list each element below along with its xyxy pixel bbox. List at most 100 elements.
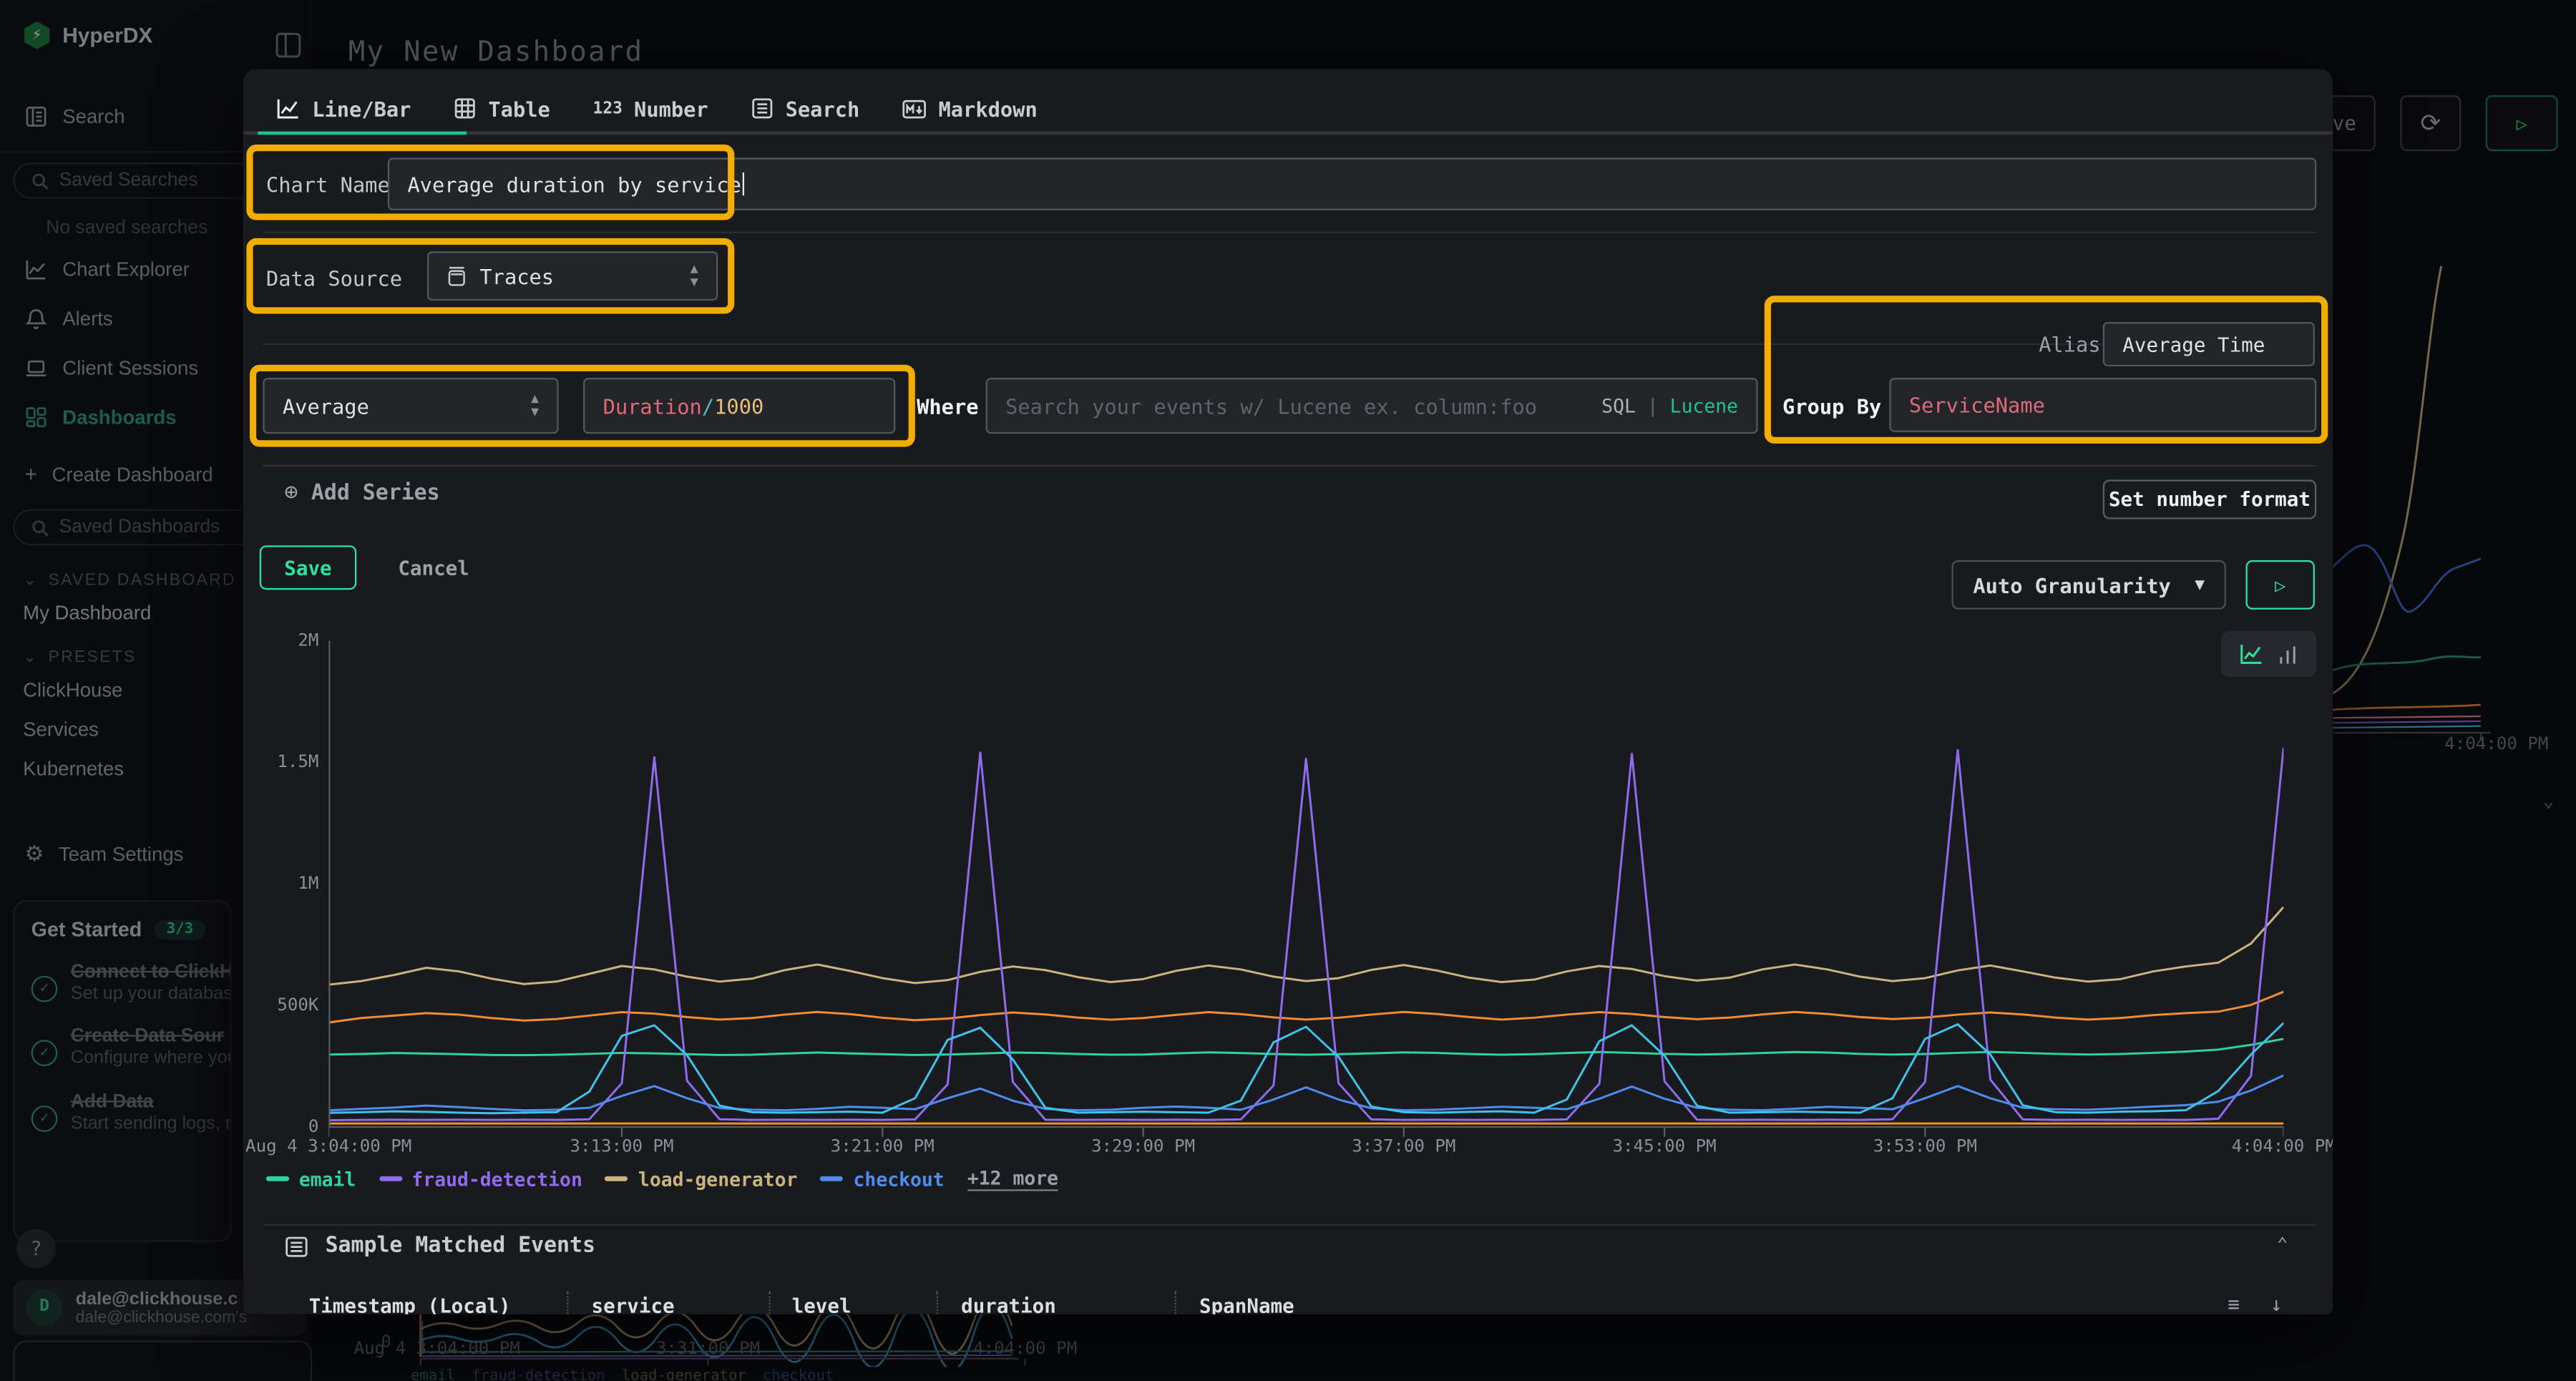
get-started-item[interactable]: ✓ Connect to ClickHouse Set up your data…: [31, 962, 230, 1005]
data-source-label: Data Source: [265, 265, 403, 291]
background-chart-x-tick: 3:31:00 PM: [655, 1339, 761, 1359]
legend-item-load-generator[interactable]: load-generator: [605, 1167, 797, 1190]
get-started-item-title: Create Data Sour: [70, 1027, 224, 1048]
x-axis-tick-label: Aug 4 3:04:00 PM: [245, 1136, 412, 1157]
presets-section[interactable]: ⌄ PRESETS: [0, 633, 312, 670]
chevrons-updown-icon: ▲ ▼: [690, 261, 698, 290]
magnifier-icon: [32, 172, 49, 190]
sql-option[interactable]: SQL: [1601, 394, 1636, 418]
column-header-level[interactable]: level: [791, 1294, 852, 1314]
tab-markdown[interactable]: Markdown: [902, 85, 1038, 131]
get-started-item[interactable]: ✓ Add Data Start sending logs, metrics, …: [31, 1092, 230, 1135]
check-circle-icon: ✓: [31, 975, 58, 1002]
column-header-service[interactable]: service: [591, 1294, 675, 1314]
save-button[interactable]: Save: [259, 545, 357, 590]
column-header-spanname[interactable]: SpanName: [1199, 1294, 1294, 1314]
chevrons-updown-icon: ▲ ▼: [530, 391, 540, 419]
legend-item-fraud-detection[interactable]: fraud-detection: [379, 1167, 582, 1190]
brand-logo[interactable]: ⚡ HyperDX: [0, 0, 312, 49]
saved-dashboards-section-label: SAVED DASHBOARD: [48, 571, 236, 590]
where-search-input[interactable]: Search your events w/ Lucene ex. column:…: [985, 378, 1758, 434]
table-icon: [454, 97, 477, 119]
text-cursor: [743, 172, 745, 196]
y-axis-tick-label: 0: [308, 1117, 319, 1137]
sidebar-item-team-settings[interactable]: ⚙ Team Settings: [0, 828, 312, 880]
column-header-duration[interactable]: duration: [961, 1294, 1056, 1314]
legend-item-checkout[interactable]: checkout: [820, 1167, 945, 1190]
tab-line-bar[interactable]: Line/Bar: [276, 85, 411, 131]
sidebar-item-search[interactable]: Search: [0, 92, 312, 142]
y-axis-ticks: 2M 1.5M 1M 500K 0: [243, 631, 319, 1137]
background-chart-right-fragment: [2333, 265, 2491, 741]
legend-swatch: [379, 1176, 402, 1181]
add-series-button[interactable]: ⊕ Add Series: [284, 479, 439, 506]
create-dashboard-label: Create Dashboard: [52, 462, 213, 486]
legend-item-email[interactable]: email: [265, 1167, 356, 1190]
page-title: My New Dashboard: [348, 36, 644, 69]
run-query-button[interactable]: ▷: [2245, 560, 2315, 610]
filter-icon[interactable]: ≡: [2228, 1292, 2240, 1314]
legend-label: email: [410, 1368, 456, 1381]
sidebar-collapse-button[interactable]: [274, 31, 302, 66]
legend-label: load-generator: [621, 1368, 746, 1381]
chart-name-input[interactable]: Average duration by service: [387, 157, 2317, 210]
sidebar-item-chart-explorer[interactable]: Chart Explorer: [0, 245, 312, 294]
saved-dashboards-section[interactable]: ⌄ SAVED DASHBOARD: [0, 555, 312, 593]
granularity-select[interactable]: Auto Granularity ▼: [1951, 560, 2226, 610]
sidebar-footer-box: [13, 1340, 313, 1381]
where-placeholder: Search your events w/ Lucene ex. column:…: [1005, 393, 1538, 419]
brand-name: HyperDX: [62, 23, 153, 48]
where-label: Where: [917, 394, 979, 419]
x-axis-tick-label: 3:29:00 PM: [1091, 1136, 1196, 1157]
data-source-select[interactable]: Traces ▲ ▼: [426, 251, 718, 301]
background-chart-legend: email fraud-detection load-generator che…: [411, 1368, 834, 1381]
tab-table[interactable]: Table: [454, 85, 550, 131]
sidebar-item-alerts[interactable]: Alerts: [0, 294, 312, 343]
chevron-down-icon: ⌄: [23, 648, 39, 668]
dashboard-run-button: ▷: [2485, 95, 2558, 152]
saved-dashboards-input[interactable]: Saved Dashboards: [13, 509, 293, 546]
collapse-chevron-icon[interactable]: ⌃: [2277, 1234, 2288, 1256]
download-icon[interactable]: ↓: [2270, 1292, 2283, 1314]
field-expression-input[interactable]: Duration/1000: [583, 378, 896, 434]
sidebar-item-dashboards[interactable]: Dashboards: [0, 393, 312, 442]
magnifier-icon: [32, 519, 49, 536]
legend-label: checkout: [762, 1368, 834, 1381]
sidebar-item-services[interactable]: Services: [23, 718, 99, 741]
circle-plus-icon: ⊕: [284, 479, 298, 507]
column-header-timestamp[interactable]: Timestamp (Local): [308, 1294, 511, 1314]
legend-label: load-generator: [638, 1167, 798, 1191]
aggregation-select[interactable]: Average ▲ ▼: [263, 378, 559, 434]
cancel-button[interactable]: Cancel: [384, 545, 483, 590]
tab-label: Number: [634, 96, 708, 121]
section-divider: [263, 1224, 2317, 1226]
sidebar-item-my-dashboard[interactable]: My Dashboard: [23, 601, 152, 625]
help-button[interactable]: ?: [16, 1229, 57, 1269]
get-started-item[interactable]: ✓ Create Data Sour Configure where your …: [31, 1028, 230, 1070]
panel-collapse-icon: [275, 32, 301, 58]
query-language-toggle[interactable]: SQL | Lucene: [1601, 394, 1738, 417]
duration-chart[interactable]: [328, 640, 2285, 1140]
chevron-down-icon: ▼: [2195, 575, 2205, 594]
lucene-option[interactable]: Lucene: [1669, 394, 1739, 418]
tab-search[interactable]: Search: [751, 85, 859, 131]
check-circle-icon: ✓: [31, 1105, 58, 1131]
data-source-value: Traces: [479, 263, 555, 288]
sidebar-item-client-sessions[interactable]: Client Sessions: [0, 343, 312, 393]
create-dashboard-button[interactable]: + Create Dashboard: [0, 442, 312, 499]
tab-label: Table: [488, 96, 550, 121]
alias-input[interactable]: Average Time: [2102, 321, 2315, 366]
tab-number[interactable]: 123 Number: [592, 85, 708, 131]
sidebar-item-label: Search: [62, 104, 125, 129]
chart-style-toggle[interactable]: [2221, 630, 2317, 677]
set-number-format-button[interactable]: Set number format: [2102, 479, 2317, 519]
x-axis-tick-label: 3:37:00 PM: [1352, 1136, 1456, 1157]
saved-searches-input[interactable]: Saved Searches: [13, 162, 293, 199]
section-divider: [263, 464, 2317, 467]
sidebar-item-clickhouse[interactable]: ClickHouse: [23, 678, 123, 702]
group-by-input[interactable]: ServiceName: [1889, 378, 2317, 432]
duration-chart-svg: [328, 640, 2285, 1137]
sidebar-item-kubernetes[interactable]: Kubernetes: [23, 757, 125, 781]
x-axis-tick-label: 3:13:00 PM: [570, 1136, 674, 1157]
legend-more-link[interactable]: +12 more: [967, 1166, 1059, 1191]
